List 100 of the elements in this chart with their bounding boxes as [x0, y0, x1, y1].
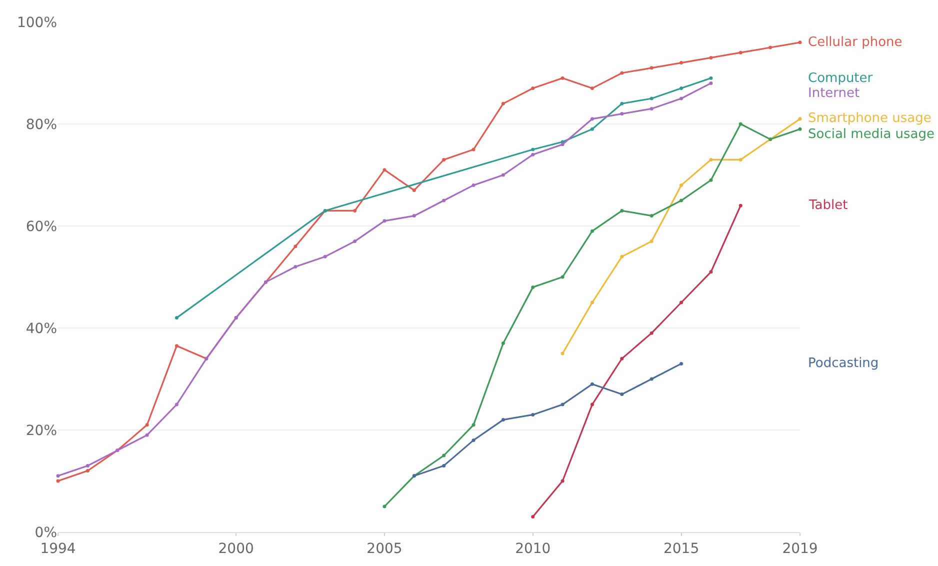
point — [620, 392, 624, 396]
point — [650, 66, 654, 70]
point — [620, 208, 624, 212]
point — [472, 438, 476, 442]
point — [620, 254, 624, 258]
point — [531, 152, 535, 156]
point — [560, 352, 564, 356]
text: Internet — [808, 86, 860, 101]
point — [294, 244, 298, 248]
point — [56, 479, 60, 483]
x-tick-label: 2000 — [218, 540, 254, 557]
point — [531, 285, 535, 289]
point — [531, 514, 535, 518]
point — [86, 469, 90, 473]
text: Podcasting — [808, 356, 879, 371]
point — [294, 265, 298, 269]
point — [650, 106, 654, 110]
point — [650, 240, 654, 244]
point — [680, 61, 684, 65]
point — [680, 198, 684, 202]
x-tick-label: 2010 — [515, 540, 551, 557]
point — [680, 300, 684, 304]
point — [590, 300, 594, 304]
point — [709, 56, 713, 60]
point — [798, 40, 802, 44]
point — [145, 423, 149, 427]
point — [442, 158, 446, 162]
point — [738, 50, 742, 54]
y-tick-label: 40% — [26, 320, 57, 337]
point — [620, 71, 624, 75]
text: Tablet — [808, 198, 848, 213]
x-tick-label: 2019 — [782, 540, 818, 557]
point — [560, 479, 564, 483]
point — [590, 86, 594, 90]
point — [412, 214, 416, 218]
point — [590, 117, 594, 121]
point — [174, 402, 178, 406]
point — [531, 148, 535, 152]
point — [531, 86, 535, 90]
point — [560, 402, 564, 406]
point — [560, 76, 564, 80]
series-label: Smartphone usage — [808, 111, 932, 126]
point — [590, 229, 594, 233]
point — [650, 331, 654, 335]
point — [620, 102, 624, 106]
point — [531, 412, 535, 416]
point — [650, 214, 654, 218]
x-tick-label: 1994 — [40, 540, 76, 557]
point — [738, 158, 742, 162]
x-tick-label: 2005 — [366, 540, 402, 557]
point — [442, 464, 446, 468]
point — [174, 316, 178, 320]
point — [680, 96, 684, 100]
point — [353, 208, 357, 212]
point — [768, 46, 772, 50]
point — [174, 344, 178, 348]
x-tick-label: 2015 — [663, 540, 700, 557]
point — [650, 96, 654, 100]
point — [709, 270, 713, 274]
point — [501, 173, 505, 177]
point — [412, 188, 416, 192]
point — [680, 362, 684, 366]
point — [56, 474, 60, 478]
point — [680, 86, 684, 90]
point — [560, 142, 564, 146]
point — [145, 433, 149, 437]
point — [709, 178, 713, 182]
point — [382, 168, 386, 172]
point — [382, 219, 386, 223]
point — [501, 418, 505, 422]
point — [798, 127, 802, 131]
point — [472, 148, 476, 152]
point — [442, 454, 446, 458]
point — [382, 504, 386, 508]
series-label: Social media usage — [808, 127, 935, 142]
series-label: Cellular phone — [808, 35, 902, 50]
point — [709, 76, 713, 80]
text: Computer — [808, 71, 874, 86]
y-tick-label: 60% — [26, 218, 57, 235]
point — [590, 402, 594, 406]
point — [501, 102, 505, 106]
y-tick-label: 0% — [34, 524, 57, 541]
point — [620, 356, 624, 360]
point — [798, 117, 802, 121]
point — [472, 423, 476, 427]
y-tick-label: 80% — [26, 116, 57, 133]
point — [590, 382, 594, 386]
point — [620, 112, 624, 116]
y-tick-label: 100% — [16, 14, 57, 31]
point — [86, 464, 90, 468]
point — [560, 275, 564, 279]
point — [738, 122, 742, 126]
point — [590, 127, 594, 131]
point — [442, 198, 446, 202]
point — [323, 254, 327, 258]
point — [738, 204, 742, 208]
point — [650, 377, 654, 381]
point — [709, 158, 713, 162]
point — [472, 183, 476, 187]
point — [709, 81, 713, 85]
